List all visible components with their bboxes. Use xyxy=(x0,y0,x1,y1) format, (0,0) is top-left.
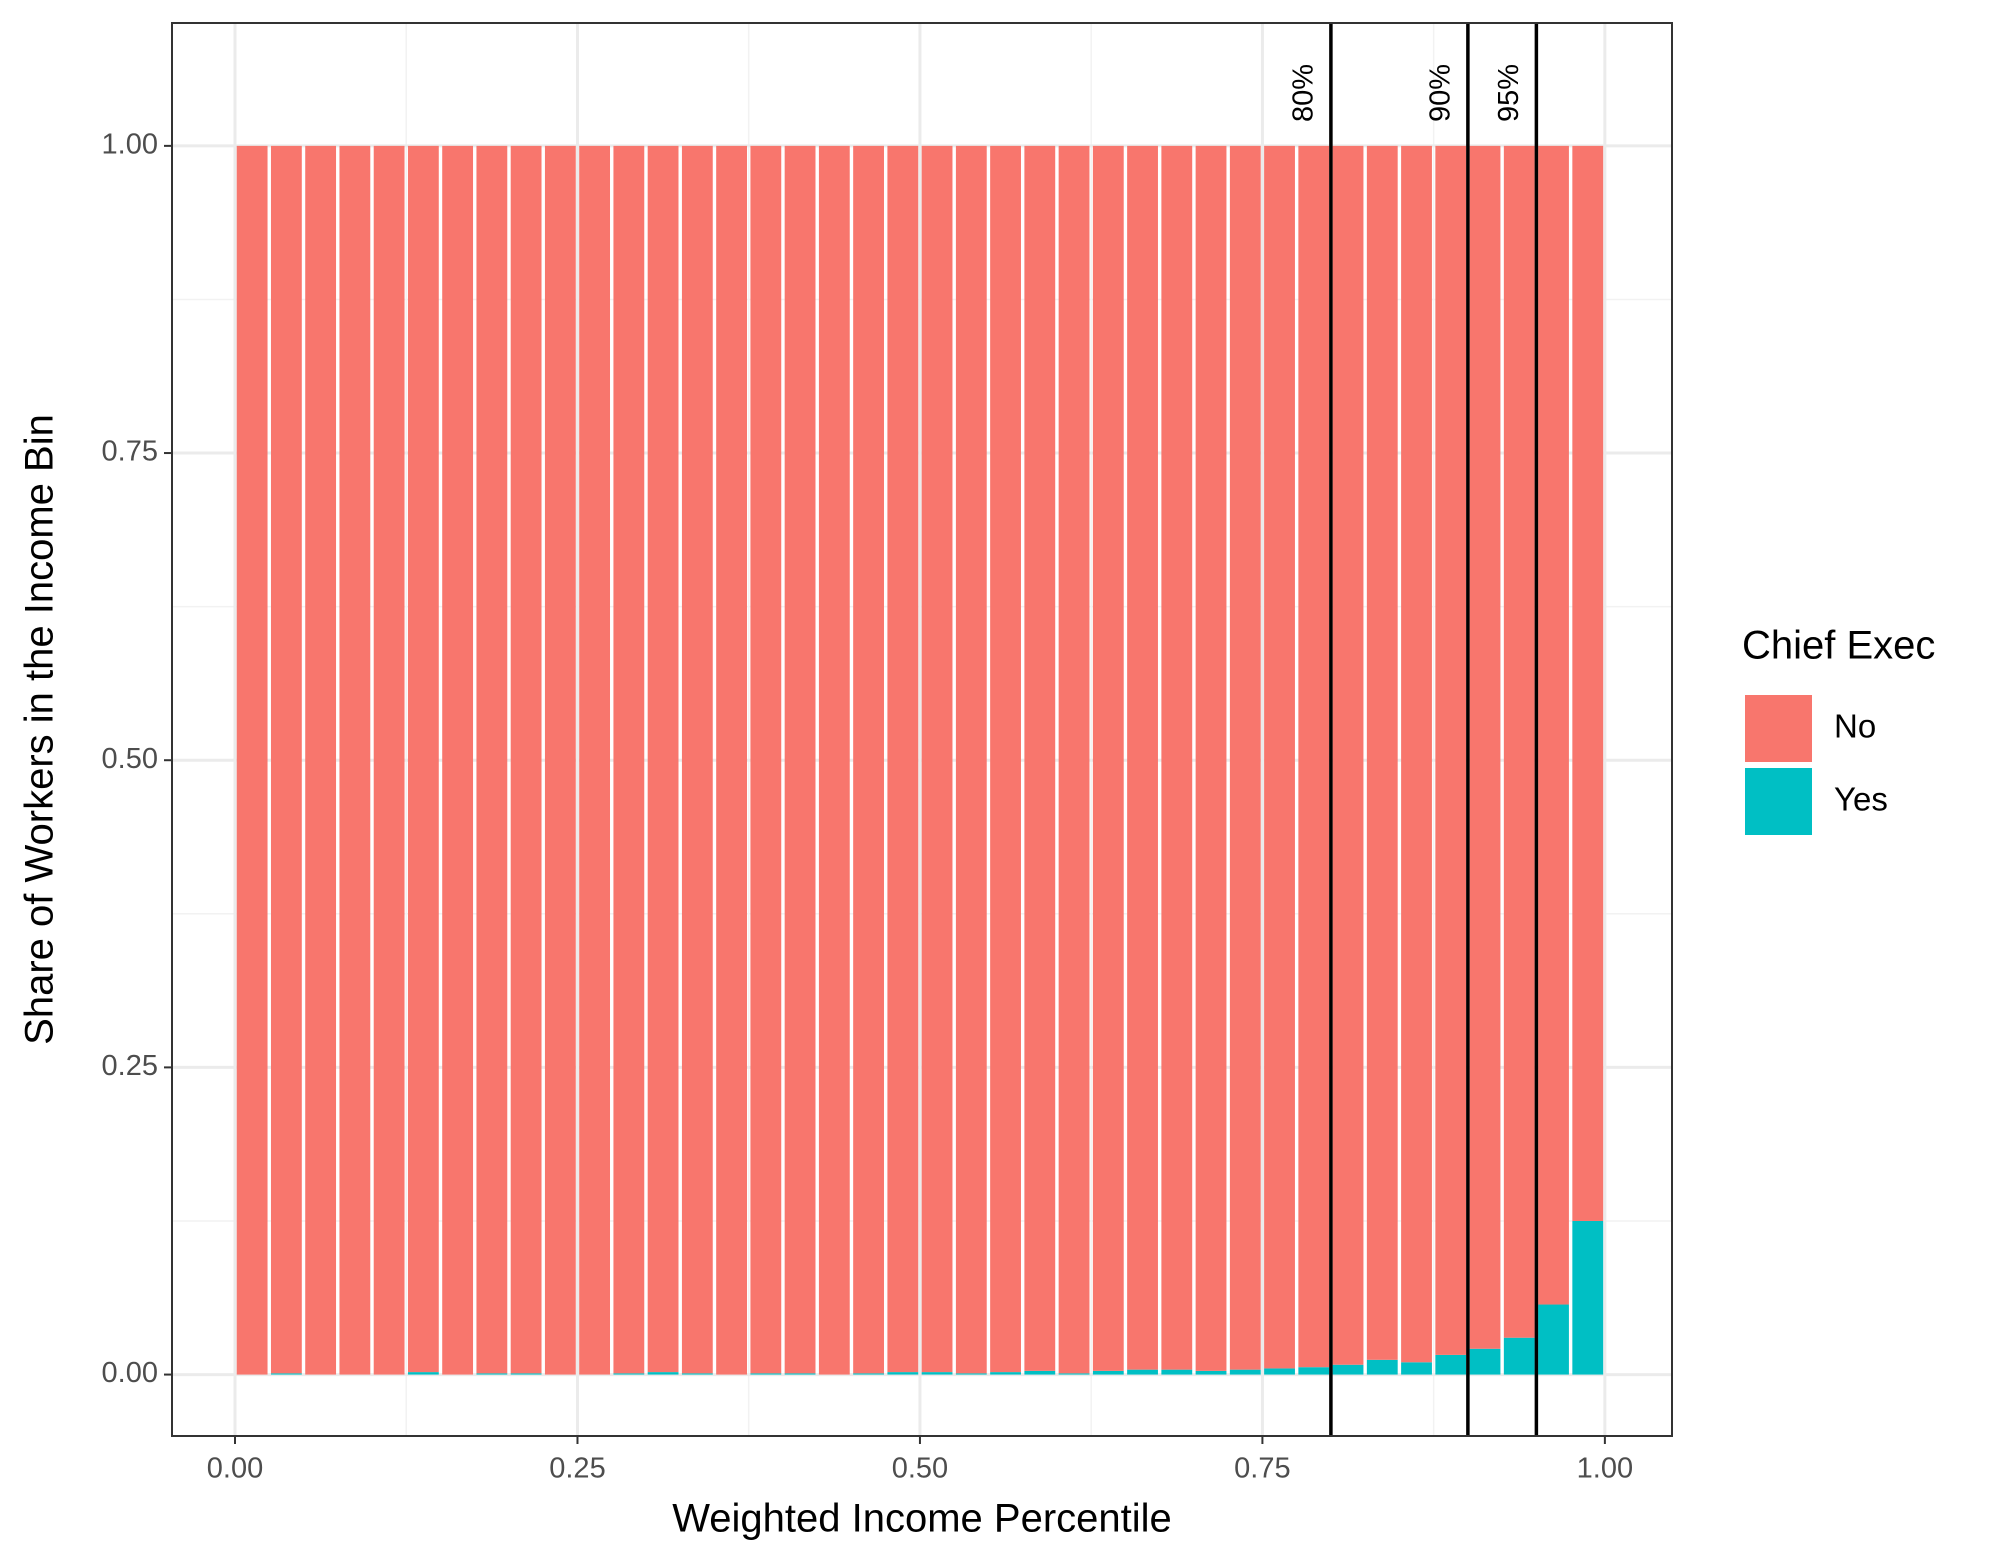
bar-segment xyxy=(1435,1354,1467,1375)
bar-segment xyxy=(1366,145,1398,1360)
bar-segment xyxy=(784,145,816,1374)
bar-segment xyxy=(1195,145,1227,1371)
bar-segment xyxy=(339,145,371,1375)
bar-segment xyxy=(476,1373,508,1375)
bar-segment xyxy=(476,145,508,1374)
x-tick-label: 0.50 xyxy=(892,1453,948,1485)
bar-segment xyxy=(1401,145,1432,1363)
bar-segment xyxy=(990,145,1021,1373)
bar-segment xyxy=(270,145,302,1374)
bar-segment xyxy=(613,1373,645,1375)
y-tick-label: 0.50 xyxy=(102,743,158,775)
bar-segment xyxy=(750,145,782,1374)
bar-segment xyxy=(716,145,747,1375)
bar-segment xyxy=(887,1372,919,1375)
bar-segment xyxy=(1024,145,1056,1371)
bar-segment xyxy=(1538,145,1569,1305)
y-tick-label: 0.75 xyxy=(102,436,158,468)
bar-segment xyxy=(613,145,645,1374)
x-axis-title: Weighted Income Percentile xyxy=(672,1497,1172,1541)
bar-segment xyxy=(1058,145,1090,1374)
bar-segment xyxy=(305,145,337,1375)
bar-segment xyxy=(1469,145,1501,1349)
bar-segment xyxy=(1503,145,1535,1338)
bar-segment xyxy=(818,145,850,1375)
bar-segment xyxy=(1161,145,1193,1370)
y-tick-label: 0.00 xyxy=(102,1357,158,1389)
bar-segment xyxy=(236,145,268,1375)
legend-key xyxy=(1745,695,1812,762)
bar-segment xyxy=(647,1372,679,1375)
bar-segment xyxy=(1127,145,1158,1370)
x-tick-label: 1.00 xyxy=(1577,1453,1633,1485)
panel-border xyxy=(171,22,1673,1437)
bar-segment xyxy=(270,1373,302,1375)
bar-segment xyxy=(1058,1373,1090,1375)
bar-segment xyxy=(1435,145,1467,1355)
bar-segment xyxy=(1298,1367,1330,1375)
bar-segment xyxy=(990,1372,1021,1375)
bar-segment xyxy=(1161,1369,1193,1375)
bar-segment xyxy=(1572,1220,1604,1375)
bar-segment xyxy=(510,1373,542,1375)
bar-segment xyxy=(1264,1368,1295,1375)
bar-segment xyxy=(579,145,611,1375)
bar-segment xyxy=(442,145,474,1375)
bar-segment xyxy=(921,145,953,1373)
bar-segment xyxy=(544,145,576,1375)
reference-label: 80% xyxy=(1288,64,1320,122)
bar-segment xyxy=(887,145,919,1373)
bar-segment xyxy=(1332,145,1364,1365)
bar-segment xyxy=(784,1373,816,1375)
bar-segment xyxy=(750,1373,782,1375)
bar-segment xyxy=(1024,1370,1056,1375)
bar-segment xyxy=(955,1373,987,1375)
legend-key xyxy=(1745,768,1812,835)
bar-segment xyxy=(1229,145,1261,1370)
x-tick-label: 0.25 xyxy=(549,1453,605,1485)
legend-title: Chief Exec xyxy=(1742,624,1935,668)
y-tick-label: 1.00 xyxy=(102,129,158,161)
bar-segment xyxy=(955,145,987,1374)
bar-segment xyxy=(1127,1369,1158,1375)
bar-segment xyxy=(647,145,679,1373)
bar-segment xyxy=(407,145,439,1373)
bar-segment xyxy=(853,1373,884,1375)
y-tick-label: 0.25 xyxy=(102,1050,158,1082)
x-tick-label: 0.75 xyxy=(1234,1453,1290,1485)
bar-segment xyxy=(1195,1370,1227,1375)
legend-label: No xyxy=(1834,708,1876,745)
bar-segment xyxy=(373,145,405,1375)
bar-segment xyxy=(853,145,884,1374)
bar-segment xyxy=(681,145,713,1374)
bar-segment xyxy=(1469,1348,1501,1375)
reference-label: 95% xyxy=(1493,64,1525,122)
bar-segment xyxy=(510,145,542,1374)
bar-segment xyxy=(1401,1362,1432,1375)
bar-segment xyxy=(1538,1304,1569,1375)
bar-segment xyxy=(921,1372,953,1375)
x-tick-label: 0.00 xyxy=(207,1453,263,1485)
reference-label: 90% xyxy=(1425,64,1457,122)
bar-segment xyxy=(407,1372,439,1375)
bar-segment xyxy=(1264,145,1295,1369)
bar-segment xyxy=(1298,145,1330,1368)
bar-segment xyxy=(1503,1337,1535,1375)
bar-segment xyxy=(1092,145,1124,1371)
bar-segment xyxy=(1092,1370,1124,1375)
y-axis-title: Share of Workers in the Income Bin xyxy=(18,414,62,1045)
bar-segment xyxy=(1332,1364,1364,1375)
bar-segment xyxy=(1366,1359,1398,1375)
bar-segment xyxy=(1572,145,1604,1221)
legend-label: Yes xyxy=(1834,781,1888,818)
bar-segment xyxy=(681,1373,713,1375)
bar-segment xyxy=(1229,1369,1261,1375)
